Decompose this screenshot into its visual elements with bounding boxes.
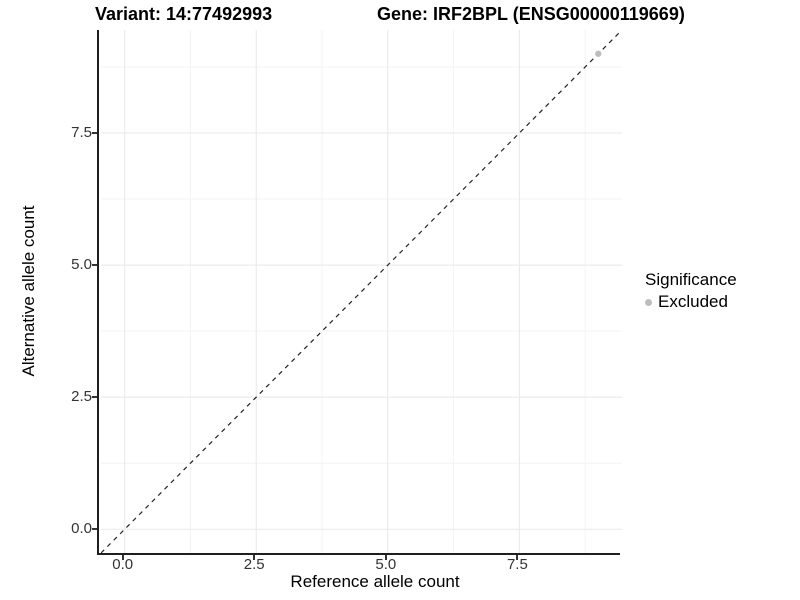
y-tick-mark xyxy=(92,132,97,134)
y-tick-mark xyxy=(92,264,97,267)
identity-dashed-line xyxy=(101,30,622,553)
legend-entry-excluded: Excluded xyxy=(645,292,737,312)
x-tick-label: 5.0 xyxy=(375,556,397,573)
legend-title: Significance xyxy=(645,270,737,289)
y-tick-mark xyxy=(92,528,97,531)
variant-title: Variant: 14:77492993 xyxy=(95,4,273,24)
y-tick-label: 5.0 xyxy=(71,256,92,274)
y-tick-label: 7.5 xyxy=(71,124,92,141)
x-tick-mark xyxy=(384,555,387,560)
legend-point-icon xyxy=(645,298,652,306)
y-tick-label: 2.5 xyxy=(71,388,92,406)
legend-entry-label: Excluded xyxy=(658,292,728,311)
legend: Significance Excluded xyxy=(645,270,737,312)
x-tick-mark xyxy=(121,555,124,560)
plot-canvas xyxy=(101,30,622,553)
y-axis-title: Alternative allele count xyxy=(19,205,38,377)
plot-panel xyxy=(97,30,622,555)
x-tick-mark xyxy=(516,555,519,560)
x-tick-label: 7.5 xyxy=(506,556,528,573)
x-tick-mark xyxy=(253,555,256,560)
x-tick-label: 2.5 xyxy=(243,556,265,573)
y-tick-label: 0.0 xyxy=(71,520,92,538)
data-point-excluded xyxy=(595,50,602,57)
gene-title: Gene: IRF2BPL (ENSG00000119669) xyxy=(377,4,685,24)
x-tick-label: 0.0 xyxy=(112,556,134,573)
x-axis-title: Reference allele count xyxy=(290,572,460,591)
y-tick-mark xyxy=(92,396,97,399)
